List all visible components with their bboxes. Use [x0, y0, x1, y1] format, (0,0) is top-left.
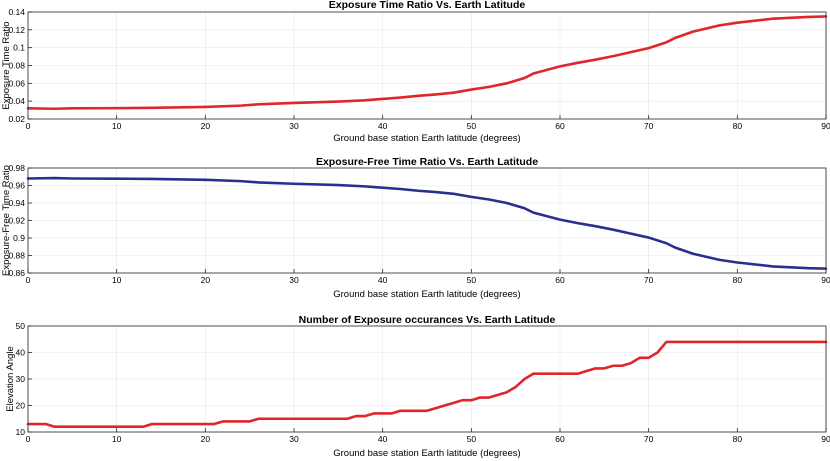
x-tick-label: 70: [644, 434, 654, 444]
y-tick-label: 10: [16, 427, 26, 437]
x-tick-label: 40: [378, 275, 388, 285]
y-tick-label: 20: [16, 401, 26, 411]
x-tick-label: 0: [26, 434, 31, 444]
x-tick-label: 0: [26, 275, 31, 285]
chart-title: Exposure-Free Time Ratio Vs. Earth Latit…: [316, 156, 538, 168]
y-tick-label: 0.94: [8, 198, 25, 208]
x-axis-label: Ground base station Earth latitude (degr…: [333, 448, 520, 459]
y-tick-label: 30: [16, 374, 26, 384]
x-tick-label: 90: [821, 121, 830, 131]
y-tick-label: 0.06: [8, 78, 25, 88]
x-tick-label: 10: [112, 121, 122, 131]
chart-exposure-time-ratio: 0 10 20 30 40 50 60 70 80 90 0.02 0.04 0.06 0.08 0.1 0.…: [1, 0, 830, 144]
x-tick-label: 80: [733, 121, 743, 131]
y-tick-label: 0.98: [8, 163, 25, 173]
x-tick-label: 50: [467, 434, 477, 444]
x-tick-label: 40: [378, 434, 388, 444]
y-tick-label: 0.04: [8, 96, 25, 106]
x-tick-label: 90: [821, 434, 830, 444]
x-tick-label: 10: [112, 275, 122, 285]
x-tick-label: 50: [467, 121, 477, 131]
y-tick-label: 0.14: [8, 7, 25, 17]
x-axis-label: Ground base station Earth latitude (degr…: [333, 289, 520, 300]
y-tick-label: 0.02: [8, 114, 25, 124]
y-axis-label: Exposure Time Ratio: [1, 21, 12, 109]
y-tick-label: 0.12: [8, 25, 25, 35]
y-tick-label: 0.1: [13, 43, 25, 53]
y-axis-label: Elevation Angle: [5, 346, 16, 412]
x-tick-label: 20: [201, 121, 211, 131]
x-tick-label: 40: [378, 121, 388, 131]
x-tick-label: 20: [201, 434, 211, 444]
chart-exposure-free-time-ratio: 0 10 20 30 40 50 60 70 80 90 0.86 0.88 0.9 0.92 0.94 0.…: [1, 156, 830, 300]
x-tick-label: 10: [112, 434, 122, 444]
x-tick-label: 50: [467, 275, 477, 285]
y-tick-label: 40: [16, 348, 26, 358]
x-axis-label: Ground base station Earth latitude (degr…: [333, 133, 520, 144]
axes-frame: [27, 11, 827, 120]
y-tick-label: 0.86: [8, 268, 25, 278]
x-tick-label: 60: [555, 275, 565, 285]
x-tick-label: 80: [733, 275, 743, 285]
x-tick-label: 20: [201, 275, 211, 285]
series-line: [26, 176, 828, 270]
x-tick-label: 90: [821, 275, 830, 285]
y-tick-label: 0.88: [8, 251, 25, 261]
x-tick-label: 0: [26, 121, 31, 131]
y-tick-label: 0.9: [13, 233, 25, 243]
x-tick-label: 80: [733, 434, 743, 444]
x-tick-label: 70: [644, 275, 654, 285]
x-tick-label: 70: [644, 121, 654, 131]
chart-title: Number of Exposure occurances Vs. Earth …: [299, 314, 556, 326]
x-tick-label: 60: [555, 434, 565, 444]
axes-frame: [27, 167, 827, 274]
x-tick-label: 60: [555, 121, 565, 131]
y-tick-label: 50: [16, 321, 26, 331]
chart-title: Exposure Time Ratio Vs. Earth Latitude: [329, 0, 526, 11]
y-tick-label: 0.92: [8, 216, 25, 226]
series-line: [26, 340, 828, 429]
axes-frame: [27, 325, 827, 433]
x-tick-label: 30: [289, 121, 299, 131]
x-tick-label: 30: [289, 275, 299, 285]
y-tick-label: 0.08: [8, 61, 25, 71]
x-tick-label: 30: [289, 434, 299, 444]
y-axis-label: Exposure-Free Time Ratio: [1, 165, 12, 276]
y-tick-label: 0.96: [8, 181, 25, 191]
series-line: [26, 15, 828, 111]
